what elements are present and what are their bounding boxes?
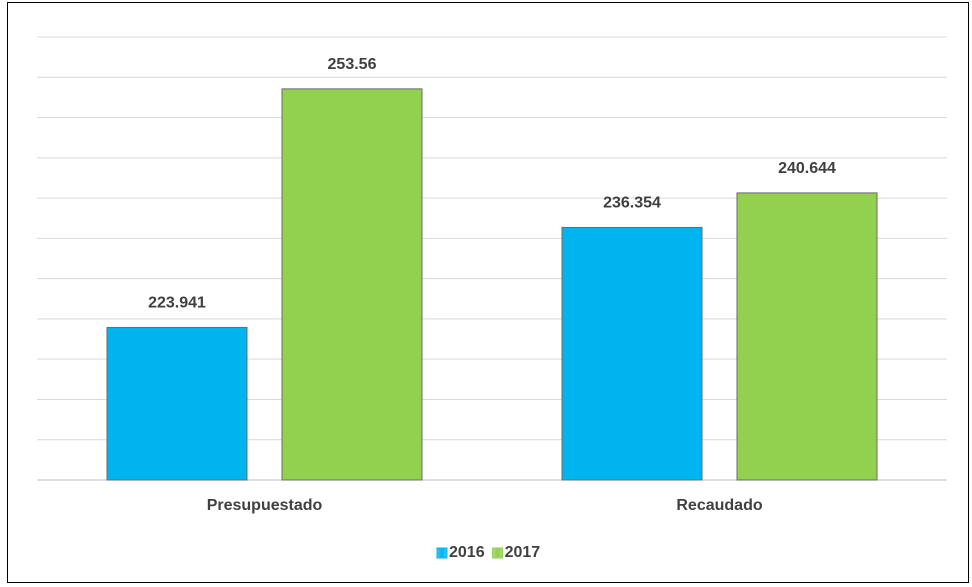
data-label: 253.56: [328, 56, 377, 73]
legend-swatch: [492, 547, 504, 559]
x-tick-label: Recaudado: [676, 497, 762, 514]
x-tick-label: Presupuestado: [207, 497, 323, 514]
data-label: 240.644: [778, 160, 836, 177]
data-label: 223.941: [148, 295, 206, 312]
legend-swatch: [436, 547, 448, 559]
legend-label: 2016: [449, 544, 485, 561]
bar-shade: [108, 328, 246, 479]
data-label: 236.354: [603, 195, 661, 212]
bar-shade: [283, 89, 421, 479]
legend-label: 2017: [505, 544, 541, 561]
bar-shade: [738, 193, 876, 479]
bar-shade: [563, 228, 701, 479]
